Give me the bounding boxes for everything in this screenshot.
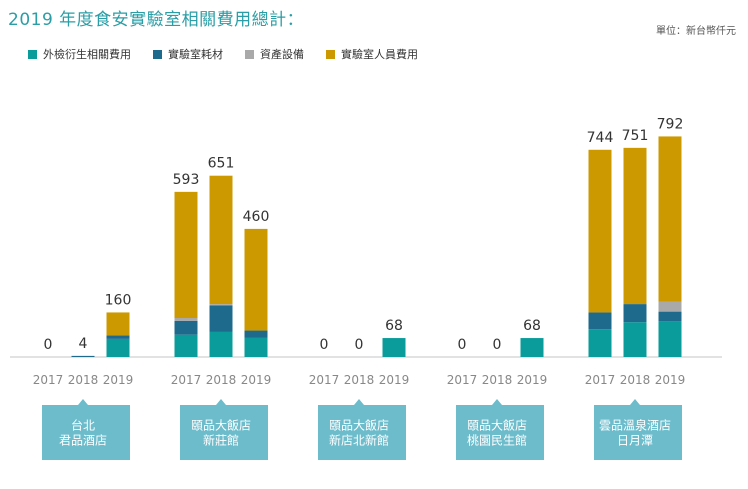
category-band-4 [594, 399, 682, 460]
category-label-line-4-0: 雲品溫泉酒店 [599, 419, 671, 433]
legend-label-external-testing: 外檢衍生相關費用 [43, 48, 131, 61]
data-label-g4-2018: 751 [622, 128, 649, 144]
bar-segment-g4-2019-s2 [658, 301, 682, 312]
bar-segment-g4-2018-s1 [623, 304, 647, 323]
bar-segment-g1-2017-s2 [174, 318, 198, 321]
category-label-line-0-0: 台北 [71, 418, 95, 433]
year-tick-label-g2-2017: 2017 [309, 373, 340, 387]
bar-segment-g1-2019-s0 [244, 337, 268, 357]
bar-segment-g3-2019-s0 [520, 338, 544, 357]
year-tick-label-g4-2019: 2019 [655, 373, 686, 387]
data-label-g4-2017: 744 [587, 130, 614, 146]
legend-label-equipment: 資產設備 [260, 48, 304, 61]
year-tick-label-g0-2019: 2019 [103, 373, 134, 387]
year-tick-label-g3-2019: 2019 [517, 373, 548, 387]
year-tick-label-g2-2019: 2019 [379, 373, 410, 387]
category-band-0 [42, 399, 130, 460]
legend-item-lab-personnel: 實驗室人員費用 [326, 46, 418, 62]
bar-segment-g1-2017-s1 [174, 320, 198, 335]
year-tick-label-g1-2018: 2018 [206, 373, 237, 387]
category-label-line-1-1: 新莊館 [203, 433, 239, 448]
data-label-g0-2019: 160 [105, 292, 132, 308]
category-label-1: 頤品大飯店新莊館 [191, 418, 251, 448]
category-label-line-1-0: 頤品大飯店 [191, 418, 251, 433]
data-label-g0-2018: 4 [79, 336, 88, 352]
data-label-g1-2017: 593 [173, 172, 200, 188]
year-tick-label-g2-2018: 2018 [344, 373, 375, 387]
data-label-g4-2019: 792 [657, 116, 684, 132]
bar-segment-g0-2019-s1 [106, 335, 130, 339]
category-label-3: 頤品大飯店桃園民生館 [467, 418, 527, 448]
year-tick-label-g4-2018: 2018 [620, 373, 651, 387]
category-band-1 [180, 399, 268, 460]
category-label-0: 台北君品酒店 [59, 418, 107, 448]
bar-segment-g1-2017-s3 [174, 191, 198, 319]
category-label-line-3-1: 桃園民生館 [467, 433, 527, 448]
data-label-g0-2017: 0 [44, 337, 53, 353]
category-label-line-2-1: 新店北新館 [329, 433, 389, 448]
bar-segment-g1-2018-s2 [209, 304, 233, 306]
year-tick-label-g1-2017: 2017 [171, 373, 202, 387]
legend-swatch-lab-personnel [326, 49, 335, 59]
legend-swatch-lab-consumables [153, 49, 162, 59]
year-tick-label-g3-2018: 2018 [482, 373, 513, 387]
data-label-g3-2017: 0 [458, 337, 467, 353]
category-label-2: 頤品大飯店新店北新館 [329, 418, 389, 448]
year-tick-label-g0-2018: 2018 [68, 373, 99, 387]
bar-segment-g1-2018-s1 [209, 305, 233, 332]
year-tick-label-g3-2017: 2017 [447, 373, 478, 387]
bar-segment-g4-2017-s3 [588, 149, 612, 313]
legend-swatch-equipment [245, 49, 254, 59]
year-tick-label-g4-2017: 2017 [585, 373, 616, 387]
bar-segment-g4-2017-s0 [588, 329, 612, 357]
data-label-g2-2019: 68 [385, 318, 403, 334]
legend-item-equipment: 資產設備 [245, 46, 304, 62]
bar-segment-g4-2017-s1 [588, 312, 612, 330]
data-label-g1-2018: 651 [208, 156, 235, 172]
category-band-2 [318, 399, 406, 460]
bar-segment-g4-2018-s0 [623, 322, 647, 357]
bar-segment-g4-2019-s1 [658, 311, 682, 322]
bar-segment-g4-2019-s0 [658, 321, 682, 357]
bar-segment-g1-2018-s0 [209, 331, 233, 357]
category-label-line-4-1: 日月潭 [617, 434, 653, 448]
legend-item-lab-consumables: 實驗室耗材 [153, 46, 223, 62]
bar-segment-g0-2019-s0 [106, 338, 130, 357]
bar-segment-g0-2018-s1 [71, 355, 95, 357]
legend-label-lab-personnel: 實驗室人員費用 [341, 48, 418, 61]
category-label-line-3-0: 頤品大飯店 [467, 418, 527, 433]
year-tick-label-g0-2017: 2017 [33, 373, 64, 387]
data-label-g1-2019: 460 [243, 209, 270, 225]
unit-label: 單位：新台幣仟元 [656, 26, 736, 37]
data-label-g3-2019: 68 [523, 318, 541, 334]
legend-swatch-external-testing [28, 49, 37, 59]
data-label-g2-2017: 0 [320, 337, 329, 353]
bar-segment-g0-2019-s3 [106, 312, 130, 336]
data-label-g2-2018: 0 [355, 337, 364, 353]
bar-segment-g4-2019-s3 [658, 136, 682, 302]
year-tick-label-g1-2019: 2019 [241, 373, 272, 387]
legend: 外檢衍生相關費用 實驗室耗材 資產設備 實驗室人員費用 [28, 46, 418, 62]
category-label-line-0-1: 君品酒店 [59, 434, 107, 448]
legend-label-lab-consumables: 實驗室耗材 [168, 48, 223, 61]
chart-title: 2019 年度食安實驗室相關費用總計： [8, 10, 305, 30]
bar-segment-g1-2017-s0 [174, 334, 198, 357]
category-band-3 [456, 399, 544, 460]
data-label-g3-2018: 0 [493, 337, 502, 353]
legend-item-external-testing: 外檢衍生相關費用 [28, 46, 131, 62]
category-label-4: 雲品溫泉酒店日月潭 [599, 419, 671, 448]
category-label-line-2-0: 頤品大飯店 [329, 418, 389, 433]
bar-segment-g1-2019-s3 [244, 228, 268, 331]
bar-segment-g2-2019-s0 [382, 338, 406, 357]
bar-segment-g1-2019-s1 [244, 330, 268, 338]
bar-segment-g4-2018-s3 [623, 147, 647, 305]
bar-segment-g1-2018-s3 [209, 175, 233, 305]
